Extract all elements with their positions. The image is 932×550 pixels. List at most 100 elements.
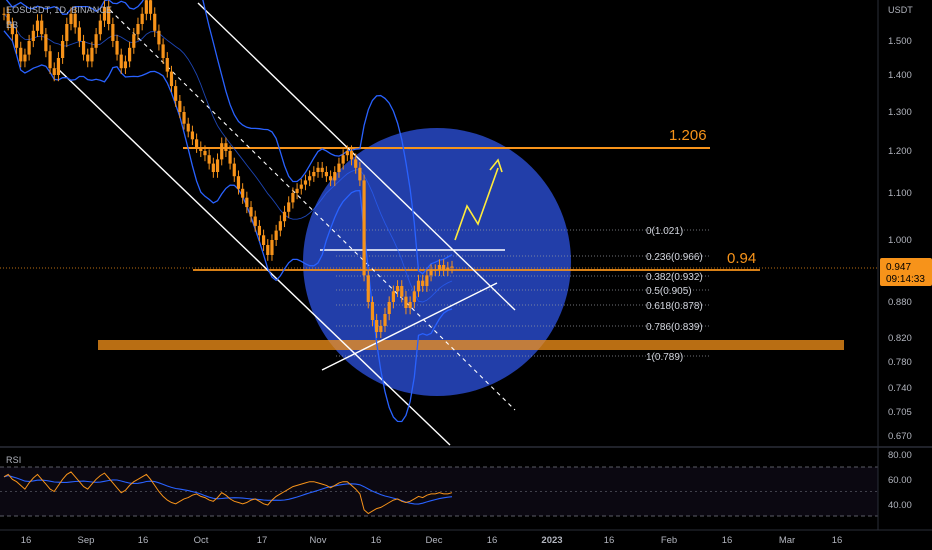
candle-body (354, 159, 358, 168)
fib-level-label: 0.236(0.966) (646, 252, 703, 263)
candle-body (23, 54, 27, 62)
candle-body (257, 225, 262, 236)
rsi-axis: 80.00 60.00 40.00 (888, 450, 912, 511)
price-tick-label: 0.670 (888, 431, 912, 442)
candle-body (236, 176, 241, 189)
currency-label[interactable]: USDT (888, 5, 913, 15)
candle-body (404, 296, 408, 308)
price-tick-label: 1.000 (888, 235, 912, 246)
candle-body (253, 216, 257, 226)
candle-body (153, 13, 157, 31)
time-tick-label: 16 (21, 535, 32, 546)
candle-body (207, 155, 211, 164)
rsi-line (3, 471, 453, 515)
candle-body (186, 123, 190, 132)
candle-body (102, 7, 107, 21)
candle-body (299, 184, 303, 189)
candle-body (228, 151, 232, 164)
rsi-indicator-label[interactable]: RSI (6, 455, 22, 465)
time-tick-label: 16 (832, 535, 843, 546)
symbol-title[interactable]: EOSUSDT, 1D, BINANCE (6, 5, 113, 15)
rsi-tick-label: 80.00 (888, 450, 912, 461)
price-tick-label: 1.400 (888, 70, 912, 81)
fib-level-label: 0(1.021) (646, 226, 683, 237)
candle-body (144, 0, 148, 14)
candle-body (2, 13, 6, 15)
candle-body (278, 221, 282, 231)
level-label-094: 0.94 (727, 250, 756, 267)
support-zone (98, 340, 844, 350)
candle-body (379, 326, 383, 332)
candle-body (416, 280, 421, 292)
candle-body (6, 13, 10, 24)
candlestick-series (2, 0, 454, 338)
candle-body (161, 44, 165, 58)
fibonacci-labels: 0(1.021) 0.236(0.966) 0.382(0.932) 0.5(0.90… (646, 226, 703, 363)
bollinger-bands (3, 0, 453, 423)
candle-body (211, 163, 215, 172)
candle-body (35, 20, 40, 31)
candle-body (291, 193, 295, 203)
price-axis[interactable]: 1.5001.4001.3001.2001.1001.0000.9400.880… (888, 36, 912, 442)
price-tick-label: 1.200 (888, 146, 912, 157)
candle-body (391, 291, 395, 302)
candle-body (387, 302, 391, 314)
candle-body (232, 163, 236, 177)
candle-body (27, 41, 31, 55)
candle-body (19, 47, 23, 62)
price-tick-label: 0.880 (888, 297, 912, 308)
candle-body (320, 167, 324, 172)
level-label-1206: 1.206 (669, 127, 707, 144)
price-tick-label: 1.300 (888, 107, 912, 118)
time-tick-label: Feb (661, 535, 677, 546)
candle-body (366, 275, 370, 302)
candle-body (362, 180, 366, 276)
candle-body (303, 180, 308, 185)
rsi-series (3, 471, 453, 515)
candle-body (199, 147, 203, 151)
bb-basis (3, 13, 453, 303)
candle-body (450, 266, 454, 268)
channel-upper (197, 2, 516, 311)
price-tick-label: 0.705 (888, 407, 912, 418)
candle-body (395, 286, 400, 292)
time-tick-label: 16 (604, 535, 615, 546)
candle-body (136, 24, 140, 35)
candle-body (111, 24, 115, 41)
candle-body (148, 0, 153, 14)
candle-body (132, 34, 136, 48)
candle-body (358, 167, 362, 181)
channel-lower (56, 67, 451, 446)
time-tick-label: Mar (779, 535, 795, 546)
time-axis[interactable]: 16 Sep 16 Oct 17 Nov 16 Dec 16 2023 16 Feb 16 Mar 16 (21, 535, 843, 546)
candle-body (52, 68, 56, 75)
candle-body (140, 13, 144, 24)
candle-body (274, 230, 278, 240)
candle-body (98, 20, 102, 35)
candle-body (215, 159, 220, 172)
candle-body (115, 41, 119, 55)
candle-body (90, 47, 94, 62)
candle-body (61, 41, 65, 58)
rsi-tick-label: 40.00 (888, 500, 912, 511)
candle-body (383, 314, 387, 326)
candle-body (437, 265, 442, 270)
time-tick-label: Dec (426, 535, 443, 546)
bb-indicator-label[interactable]: BB (6, 20, 19, 30)
candle-body (69, 13, 73, 24)
time-tick-label: 17 (257, 535, 268, 546)
candle-body (128, 47, 132, 62)
candle-body (295, 188, 299, 193)
candle-body (44, 34, 48, 52)
candle-body (324, 172, 328, 177)
candle-body (224, 143, 228, 151)
time-tick-label: Nov (310, 535, 327, 546)
candle-body (119, 54, 123, 69)
candle-body (328, 176, 333, 181)
price-tick-label: 0.820 (888, 333, 912, 344)
candle-body (14, 34, 19, 48)
fib-level-label: 1(0.789) (646, 352, 683, 363)
fib-level-label: 0.5(0.905) (646, 286, 692, 297)
candle-body (203, 151, 207, 156)
